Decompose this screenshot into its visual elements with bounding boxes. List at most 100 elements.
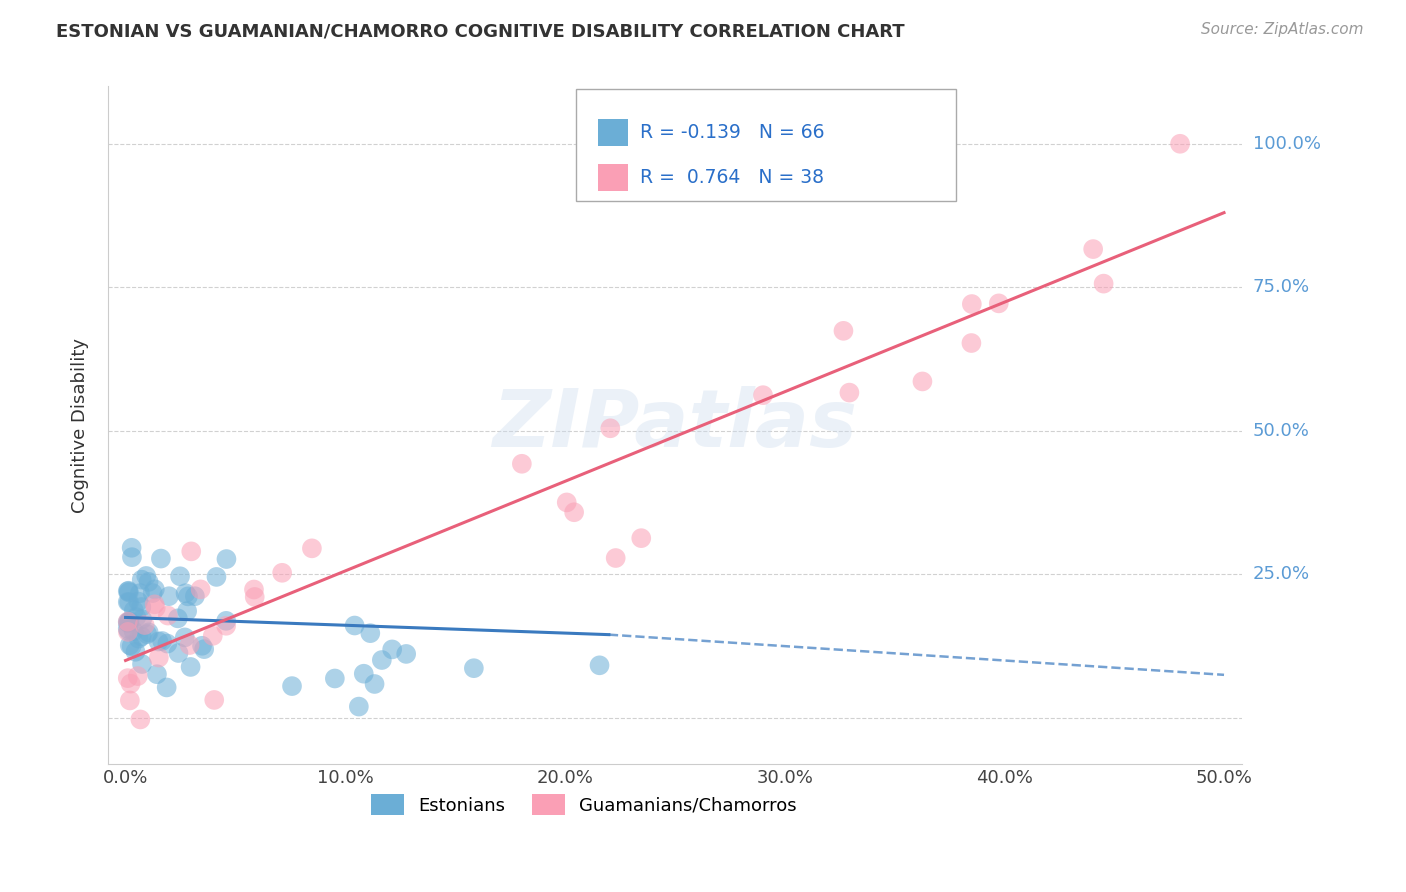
Point <box>215 619 238 633</box>
Point <box>323 672 346 686</box>
Point <box>463 661 485 675</box>
Point <box>134 618 156 632</box>
Point <box>143 597 166 611</box>
Text: 75.0%: 75.0% <box>1253 278 1310 296</box>
Text: 100.0%: 100.0% <box>1253 135 1320 153</box>
Point <box>911 375 934 389</box>
Text: ZIPatlas: ZIPatlas <box>492 386 858 464</box>
Point <box>156 681 179 695</box>
Point <box>129 713 152 727</box>
Point <box>127 669 149 683</box>
Point <box>190 582 212 597</box>
Text: ESTONIAN VS GUAMANIAN/CHAMORRO COGNITIVE DISABILITY CORRELATION CHART: ESTONIAN VS GUAMANIAN/CHAMORRO COGNITIVE… <box>56 22 905 40</box>
Point <box>960 297 983 311</box>
Text: 50.0%: 50.0% <box>1253 422 1309 440</box>
Point <box>145 601 167 615</box>
Point <box>201 629 224 643</box>
Point <box>148 650 170 665</box>
Point <box>149 551 172 566</box>
Point <box>121 541 143 555</box>
Point <box>343 618 366 632</box>
Point <box>128 632 150 646</box>
Point <box>176 604 198 618</box>
Point <box>131 629 153 643</box>
Point <box>1081 242 1104 256</box>
Point <box>180 544 202 558</box>
Point <box>752 388 775 402</box>
Point <box>381 642 404 657</box>
Point <box>131 657 153 671</box>
Text: R = -0.139   N = 66: R = -0.139 N = 66 <box>640 123 824 142</box>
Point <box>122 624 145 638</box>
Point <box>555 495 578 509</box>
Point <box>117 671 139 685</box>
Point <box>146 667 169 681</box>
Point <box>177 590 200 604</box>
Point <box>184 589 207 603</box>
Point <box>599 421 621 435</box>
Point <box>191 639 214 653</box>
Point <box>193 642 215 657</box>
Point <box>127 594 149 608</box>
Point <box>301 541 323 556</box>
Point <box>1168 136 1191 151</box>
Point <box>131 600 153 615</box>
Point <box>179 638 201 652</box>
Point <box>173 631 195 645</box>
Point <box>124 645 146 659</box>
Point <box>118 615 141 629</box>
Point <box>135 569 157 583</box>
Point <box>117 615 139 630</box>
Point <box>118 585 141 599</box>
Legend: Estonians, Guamanians/Chamorros: Estonians, Guamanians/Chamorros <box>364 788 804 822</box>
Point <box>121 550 143 565</box>
Point <box>156 608 179 623</box>
Point <box>118 693 141 707</box>
Point <box>131 612 153 626</box>
Point <box>838 385 860 400</box>
Point <box>243 582 266 597</box>
Point <box>129 586 152 600</box>
Point <box>157 589 180 603</box>
Point <box>148 634 170 648</box>
Point <box>180 660 202 674</box>
Point <box>118 638 141 652</box>
Point <box>167 646 190 660</box>
Point <box>136 627 159 641</box>
Point <box>117 615 139 629</box>
Point <box>562 505 585 519</box>
Point <box>150 634 173 648</box>
Point <box>118 595 141 609</box>
Point <box>117 583 139 598</box>
Point <box>832 324 855 338</box>
Point <box>202 693 225 707</box>
Point <box>117 624 139 639</box>
Point <box>169 569 191 583</box>
Point <box>166 611 188 625</box>
Point <box>630 531 652 545</box>
Point <box>117 584 139 599</box>
Point <box>215 614 238 628</box>
Point <box>363 677 385 691</box>
Point <box>960 336 983 351</box>
Point <box>371 653 394 667</box>
Point <box>117 622 139 636</box>
Point <box>156 637 179 651</box>
Point <box>142 586 165 600</box>
Point <box>510 457 533 471</box>
Point <box>1092 277 1115 291</box>
Point <box>121 640 143 654</box>
Point <box>359 626 381 640</box>
Point <box>174 586 197 600</box>
Point <box>120 676 142 690</box>
Point <box>987 296 1010 310</box>
Point <box>122 603 145 617</box>
Point <box>138 574 160 589</box>
Point <box>117 615 139 629</box>
Point <box>205 570 228 584</box>
Point <box>125 610 148 624</box>
Y-axis label: Cognitive Disability: Cognitive Disability <box>72 337 89 513</box>
Text: Source: ZipAtlas.com: Source: ZipAtlas.com <box>1201 22 1364 37</box>
Point <box>588 658 610 673</box>
Point <box>281 679 304 693</box>
